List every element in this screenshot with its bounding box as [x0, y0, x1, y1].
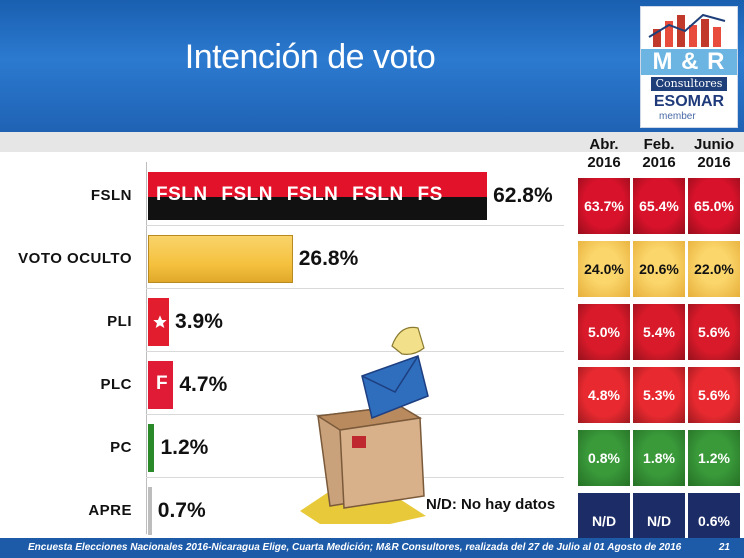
footer-bar: Encuesta Elecciones Nacionales 2016-Nica… [0, 538, 744, 558]
ballot-box-illustration [300, 326, 429, 524]
value-label: 4.7% [179, 372, 228, 396]
table-cell: 5.6% [688, 304, 740, 360]
bar-inner-text: FSLN FSLN FSLN FSLN FS [156, 183, 443, 205]
table-cell: 22.0% [688, 241, 740, 297]
value-label: 62.8% [493, 183, 553, 207]
table-header-year: 2016 [697, 154, 731, 171]
table-header-year: 2016 [642, 154, 676, 171]
table-header: Junio 2016 [688, 136, 740, 172]
bar-inner-text: F [156, 372, 169, 394]
footer-source: Encuesta Elecciones Nacionales 2016-Nica… [28, 542, 682, 553]
table-cell: 63.7% [578, 178, 630, 234]
table-cell: 5.0% [578, 304, 630, 360]
value-label: 1.2% [160, 435, 209, 459]
table-cell: 0.8% [578, 430, 630, 486]
bar-apre [148, 486, 152, 535]
logo-member: member [659, 111, 696, 122]
value-label: 0.7% [157, 498, 206, 522]
gridline [146, 288, 564, 289]
gridline [146, 351, 564, 352]
table-header-year: 2016 [587, 154, 621, 171]
slide-title: Intención de voto [184, 38, 436, 76]
category-label: PLC [100, 375, 132, 393]
category-label: FSLN [90, 186, 132, 204]
table-cell: 4.8% [578, 367, 630, 423]
category-label: VOTO OCULTO [18, 249, 132, 267]
table-cell: 24.0% [578, 241, 630, 297]
category-label: PC [110, 438, 132, 456]
logo-graphic [648, 13, 726, 47]
table-cell: 1.8% [633, 430, 685, 486]
table-header: Feb. 2016 [633, 136, 685, 172]
gridline [146, 225, 564, 226]
table-header-month: Feb. [643, 136, 675, 153]
category-label: PLI [107, 312, 132, 330]
logo-subtitle: Consultores [651, 77, 727, 91]
table-cell: 20.6% [633, 241, 685, 297]
table-header-month: Abr. [589, 136, 619, 153]
table-cell: 65.4% [633, 178, 685, 234]
logo-esomar: ESOMAR [653, 93, 725, 110]
table-header-month: Junio [694, 136, 734, 153]
chart-top-band [0, 132, 744, 152]
value-label: 3.9% [175, 309, 223, 333]
table-cell: 65.0% [688, 178, 740, 234]
title-banner: Intención de voto M & R Consultores ESOM… [0, 0, 744, 132]
table-cell: 5.3% [633, 367, 685, 423]
page-number: 21 [718, 542, 730, 553]
logo-name: M & R [641, 49, 737, 75]
bar-plc [148, 360, 174, 409]
nd-note: N/D: No hay datos [426, 496, 556, 513]
bar-voto-oculto [148, 234, 293, 283]
star-icon [153, 314, 167, 328]
table-cell: 1.2% [688, 430, 740, 486]
value-label: 26.8% [298, 246, 359, 270]
bar-pc [148, 423, 155, 472]
category-label: APRE [88, 501, 132, 519]
company-logo: M & R Consultores ESOMAR member [640, 6, 738, 128]
bar-fsln [148, 171, 488, 220]
table-header: Abr. 2016 [578, 136, 630, 172]
table-cell: 5.6% [688, 367, 740, 423]
table-cell: 5.4% [633, 304, 685, 360]
